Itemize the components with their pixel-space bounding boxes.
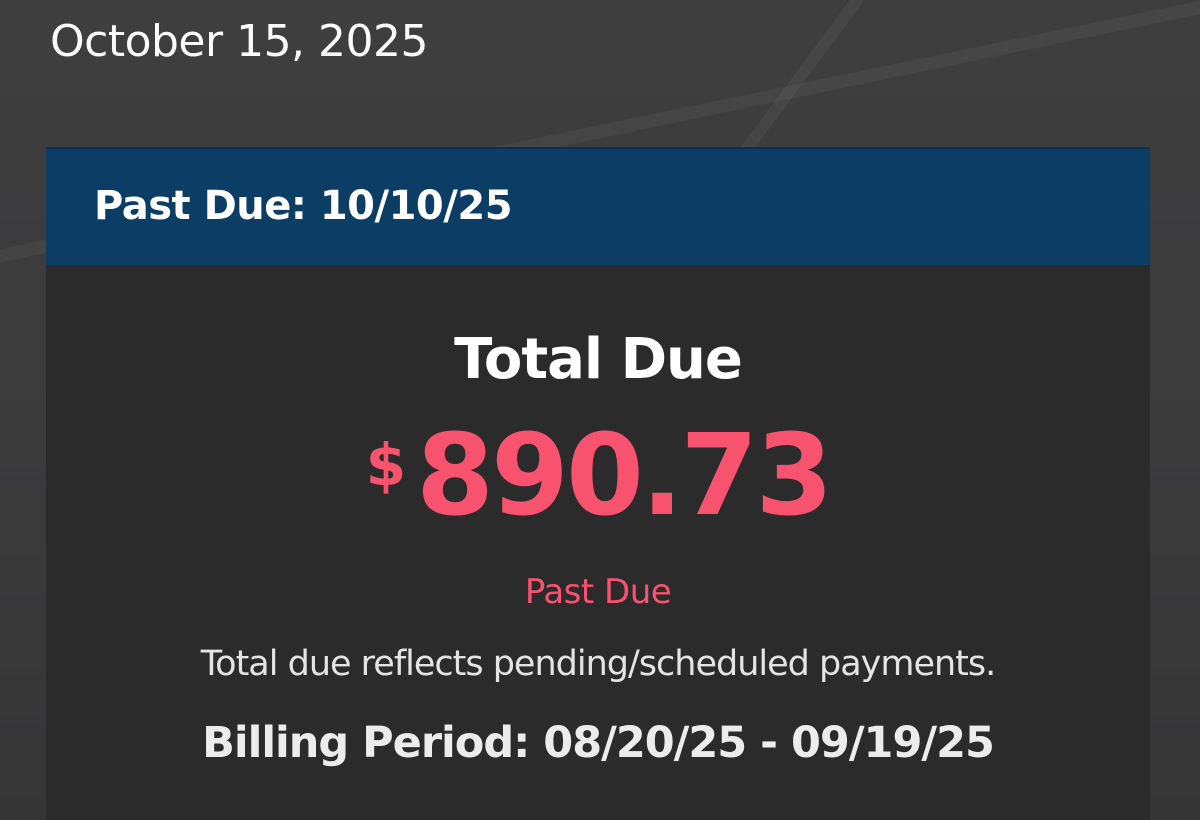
amount-value: 890.73 (416, 410, 833, 541)
total-due-note: Total due reflects pending/scheduled pay… (200, 643, 997, 684)
past-due-banner: Past Due: 10/10/25 (46, 147, 1150, 265)
billing-period: Billing Period: 08/20/25 - 09/19/25 (202, 717, 995, 768)
billing-card-body: Total Due $ 890.73 Past Due Total due re… (46, 265, 1150, 820)
past-due-banner-label: Past Due: 10/10/25 (94, 183, 513, 229)
past-due-status-label: Past Due (524, 571, 672, 612)
total-due-amount: $ 890.73 (365, 410, 834, 541)
billing-summary-card: Past Due: 10/10/25 Total Due $ 890.73 Pa… (46, 147, 1150, 820)
statement-date: October 15, 2025 (50, 16, 429, 67)
total-due-title: Total Due (454, 327, 743, 392)
currency-symbol: $ (365, 430, 407, 499)
